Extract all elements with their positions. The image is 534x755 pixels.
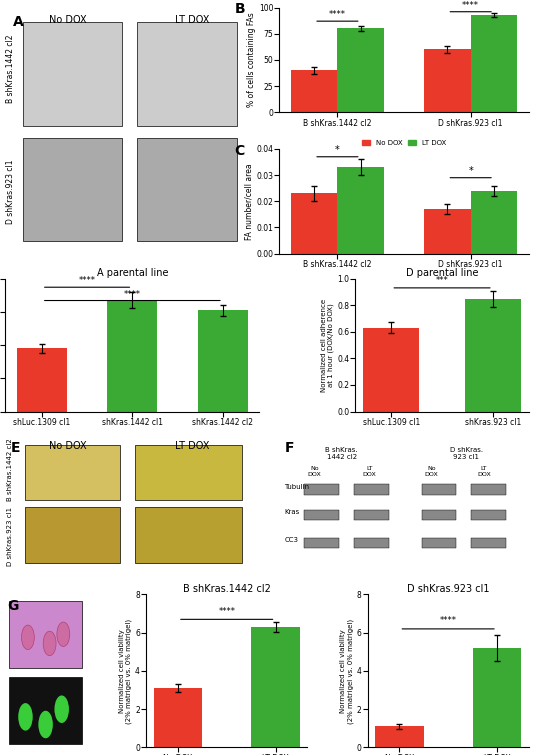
Bar <box>470 15 517 112</box>
Bar <box>25 445 120 501</box>
Text: LT DOX: LT DOX <box>175 15 209 25</box>
Bar <box>304 538 339 548</box>
Text: ****: **** <box>124 289 141 298</box>
Text: LT
DOX: LT DOX <box>477 466 491 476</box>
Text: B shKras.1442 cl2: B shKras.1442 cl2 <box>7 439 13 501</box>
Legend: No DOX, LT DOX: No DOX, LT DOX <box>359 137 449 149</box>
Bar <box>251 627 300 747</box>
Text: D shKras.923 cl1: D shKras.923 cl1 <box>7 507 13 565</box>
Y-axis label: Normalized cell viability
(2% matrigel vs. 0% matrigel): Normalized cell viability (2% matrigel v… <box>340 618 354 723</box>
Bar <box>10 600 82 668</box>
Text: Tubulin: Tubulin <box>285 484 310 490</box>
Text: C: C <box>234 143 245 158</box>
Text: B: B <box>234 2 245 17</box>
Bar <box>10 677 82 744</box>
Circle shape <box>21 625 34 649</box>
Circle shape <box>54 695 69 723</box>
Bar <box>135 507 242 563</box>
Bar <box>23 23 122 125</box>
Text: No
DOX: No DOX <box>308 466 321 476</box>
Y-axis label: Normalized cell adherence
at 1 hour (DOX/No DOX): Normalized cell adherence at 1 hour (DOX… <box>321 298 334 392</box>
Y-axis label: % of cells containing FAs: % of cells containing FAs <box>247 13 256 107</box>
Bar <box>291 193 337 254</box>
Bar <box>472 538 506 548</box>
Bar <box>137 138 237 242</box>
Bar <box>421 510 457 520</box>
Bar <box>363 328 419 411</box>
Bar <box>304 485 339 495</box>
Bar <box>198 310 248 411</box>
Bar <box>291 70 337 112</box>
Text: E: E <box>10 440 20 455</box>
Text: ****: **** <box>462 1 479 10</box>
Text: No DOX: No DOX <box>49 440 87 451</box>
Text: *: * <box>468 166 473 177</box>
Circle shape <box>18 703 33 731</box>
Text: ****: **** <box>329 10 346 19</box>
Bar <box>25 507 120 563</box>
Title: D parental line: D parental line <box>406 268 478 278</box>
Bar <box>107 300 157 411</box>
Legend: No DOX, LT DOX: No DOX, LT DOX <box>359 279 449 290</box>
Bar <box>23 138 122 242</box>
Y-axis label: FA number/cell area: FA number/cell area <box>245 163 254 239</box>
Bar <box>472 485 506 495</box>
Circle shape <box>38 710 53 738</box>
Bar <box>354 510 389 520</box>
Title: B shKras.1442 cl2: B shKras.1442 cl2 <box>183 584 271 593</box>
Text: D shKras.
923 cl1: D shKras. 923 cl1 <box>450 447 483 460</box>
Text: LT
DOX: LT DOX <box>362 466 376 476</box>
Bar <box>354 538 389 548</box>
Bar <box>137 23 237 125</box>
Text: B shKras.1442 cl2: B shKras.1442 cl2 <box>6 35 15 103</box>
Bar <box>424 209 470 254</box>
Bar <box>154 688 202 747</box>
Text: LT DOX: LT DOX <box>175 440 209 451</box>
Text: No
DOX: No DOX <box>425 466 438 476</box>
Bar <box>421 485 457 495</box>
Text: D shKras.923 cl1: D shKras.923 cl1 <box>6 160 15 224</box>
Title: D shKras.923 cl1: D shKras.923 cl1 <box>407 584 489 593</box>
Y-axis label: Normalized cell viability
(2% matrigel vs. 0% matrigel): Normalized cell viability (2% matrigel v… <box>119 618 132 723</box>
Bar <box>465 298 521 411</box>
Circle shape <box>43 631 56 655</box>
Title: A parental line: A parental line <box>97 268 168 278</box>
Bar <box>17 348 67 411</box>
Circle shape <box>57 622 70 646</box>
Bar <box>375 726 424 747</box>
Text: ****: **** <box>439 616 457 625</box>
Bar <box>424 49 470 112</box>
Text: A: A <box>13 15 23 29</box>
Text: No DOX: No DOX <box>49 15 87 25</box>
Bar <box>337 168 384 254</box>
Bar <box>473 648 521 747</box>
Text: ***: *** <box>436 276 449 285</box>
Text: CC3: CC3 <box>285 538 299 544</box>
Text: G: G <box>7 599 18 613</box>
Bar <box>470 191 517 254</box>
Text: F: F <box>285 440 294 455</box>
Bar <box>421 538 457 548</box>
Bar <box>472 510 506 520</box>
Bar <box>354 485 389 495</box>
Bar <box>337 29 384 112</box>
Text: Kras: Kras <box>285 510 300 516</box>
Text: ****: **** <box>218 608 235 617</box>
Bar <box>304 510 339 520</box>
Text: B shKras.
1442 cl2: B shKras. 1442 cl2 <box>325 447 358 460</box>
Bar <box>135 445 242 501</box>
Text: *: * <box>335 146 340 156</box>
Text: ****: **** <box>78 276 96 285</box>
